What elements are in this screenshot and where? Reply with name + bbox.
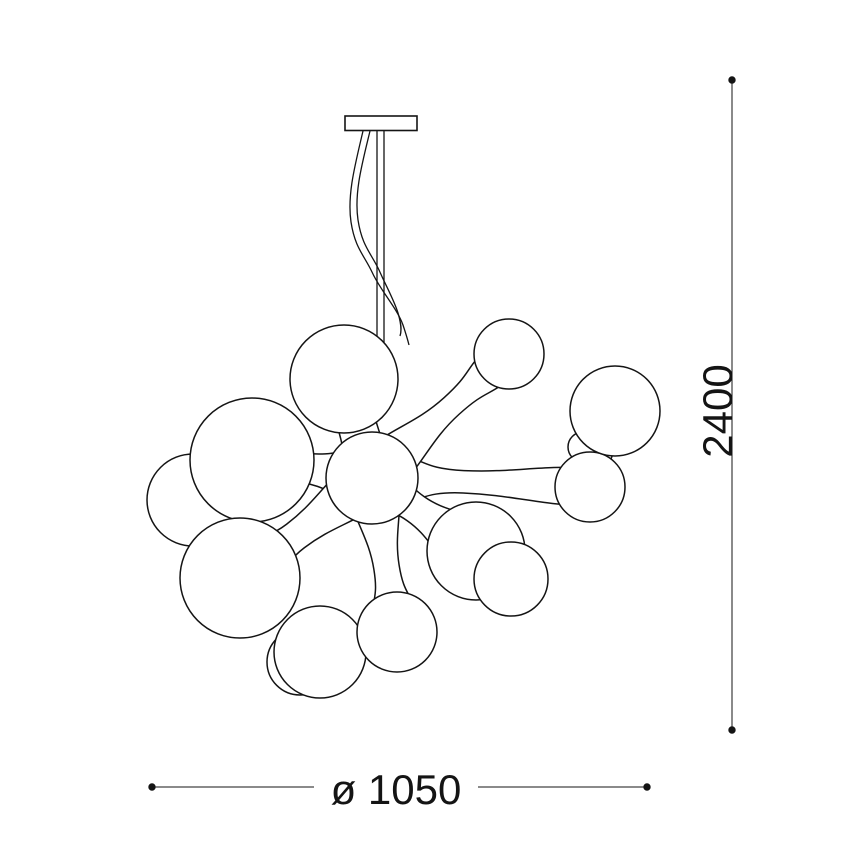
svg-text:ø 1050: ø 1050 [331, 766, 462, 813]
svg-text:2400: 2400 [694, 364, 741, 457]
